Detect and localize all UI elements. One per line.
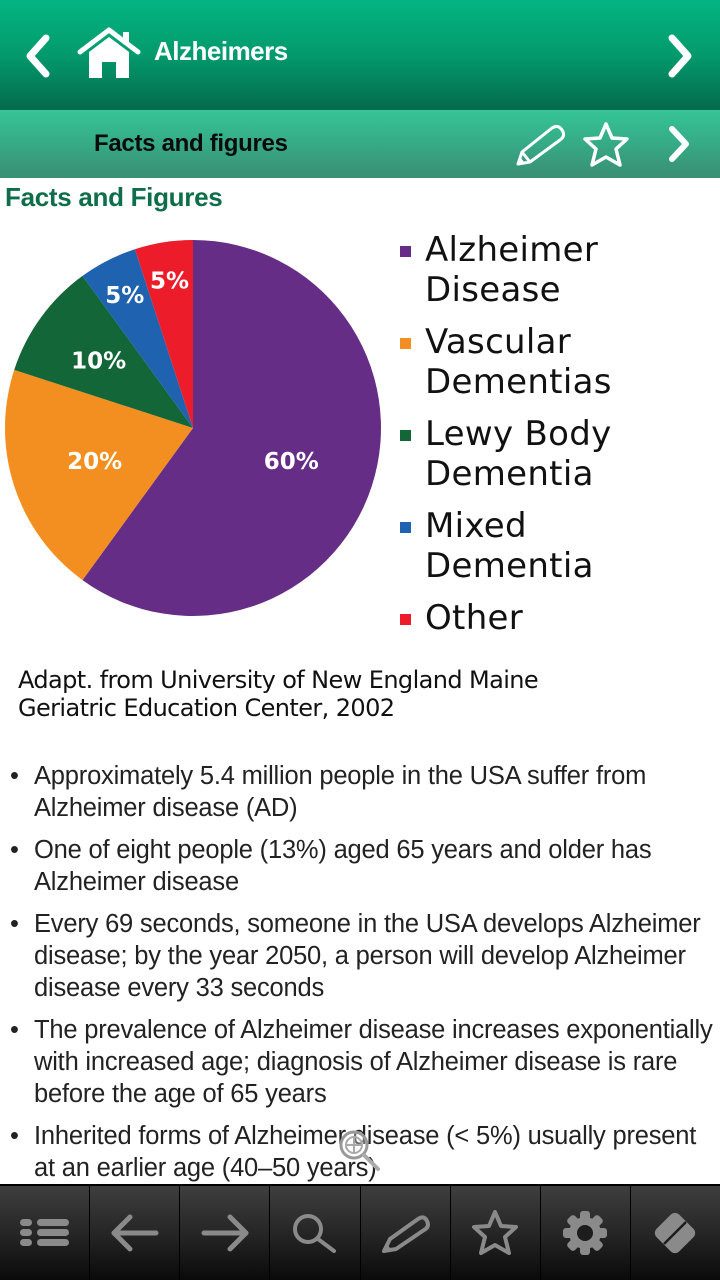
list-item-text: Approximately 5.4 million people in the … [34,762,647,822]
legend-label: Dementia [425,546,594,586]
pie-slice-label: 5% [150,268,189,294]
star-icon [472,1210,519,1255]
pie-slice-label: 10% [71,348,126,374]
chevron-right-icon[interactable] [664,124,694,164]
pie-slice [82,240,382,616]
legend-label: Vascular [425,322,572,362]
arrow-right-icon [201,1214,249,1252]
pencil-icon [382,1215,431,1253]
bullet-dot: • [10,910,19,938]
chart-source-caption: Adapt. from University of New England Ma… [18,666,539,722]
list-item-text: Inherited forms of Alzheimer disease (< … [34,1122,697,1182]
list-item: • Approximately 5.4 million people in the… [0,760,720,824]
app-title: Alzheimers [154,36,288,66]
app-header: Alzheimers [0,0,720,110]
list-item: • The prevalence of Alzheimer disease inc… [0,1014,720,1110]
settings-button[interactable] [540,1186,631,1280]
caption-line: Adapt. from University of New England Ma… [18,666,539,694]
legend-swatch [400,522,411,533]
legend-swatch [400,614,411,625]
star-icon[interactable] [580,120,632,170]
pie-slice [134,240,193,428]
legend-label: Other [425,598,524,638]
legend-label: Disease [425,270,561,310]
legend-item: Vascular Dementias [398,322,612,402]
list-item-text: The prevalence of Alzheimer disease incr… [34,1016,713,1108]
pie-slice-label: 20% [67,449,122,475]
legend-label: Lewy Body [425,414,612,454]
forward-button[interactable] [180,1186,271,1280]
list-item-text: Every 69 seconds, someone in the USA dev… [34,910,701,1002]
pie-chart: 60% 20% 10% 5%5% [4,240,382,616]
list-item-text: One of eight people (13%) aged 65 years … [34,836,652,896]
toc-button[interactable] [0,1186,91,1280]
search-button[interactable] [270,1186,361,1280]
bullet-dot: • [10,1016,19,1044]
legend-item: Lewy Body Dementia [398,414,612,494]
pie-slice-label: 5% [105,283,144,309]
legend-swatch [400,430,411,441]
notes-button[interactable] [360,1186,451,1280]
pencil-icon[interactable] [512,122,568,168]
facts-list: • Approximately 5.4 million people in the… [0,760,720,1184]
pie-slice [82,249,193,428]
legend-item: Alzheimer Disease [398,230,612,310]
clear-button[interactable] [630,1186,720,1280]
gear-icon [563,1211,608,1255]
list-item: • One of eight people (13%) aged 65 years… [0,834,720,898]
caption-line: Geriatric Education Center, 2002 [18,694,395,722]
list-item: • Every 69 seconds, someone in the USA de… [0,908,720,1004]
page-title: Facts and Figures [5,182,223,212]
chevron-left-icon[interactable] [20,32,56,80]
pie-slice-label: 60% [264,449,319,475]
search-icon [292,1214,336,1253]
legend-swatch [400,246,411,257]
home-icon[interactable] [76,26,142,82]
pie-slice [4,369,193,581]
legend-label: Alzheimer [425,230,599,270]
chevron-right-icon[interactable] [662,32,698,80]
content-area[interactable]: Facts and Figures 60% 20% 10% 5% 5% Alzheime… [0,178,720,1184]
section-header: Facts and figures [0,110,720,178]
legend-item: Mixed Dementia [398,506,612,586]
list-icon [19,1219,69,1246]
legend-label: Mixed [425,506,527,546]
bottom-toolbar [0,1184,720,1280]
bullet-dot: • [10,1122,19,1150]
bullet-dot: • [10,836,19,864]
pie-slice [14,275,194,428]
arrow-left-icon [111,1214,159,1252]
bullet-dot: • [10,762,19,790]
legend-label: Dementia [425,454,594,494]
chart-legend: Alzheimer Disease Vascular Dementias Lewy Bo… [398,230,612,650]
list-item: • Inherited forms of Alzheimer disease (<… [0,1120,720,1184]
legend-label: Dementias [425,362,612,402]
eraser-icon [655,1212,696,1254]
legend-item: Other [398,598,612,638]
favorites-button[interactable] [450,1186,541,1280]
legend-swatch [400,338,411,349]
section-header-title: Facts and figures [94,130,288,157]
back-button[interactable] [90,1186,181,1280]
